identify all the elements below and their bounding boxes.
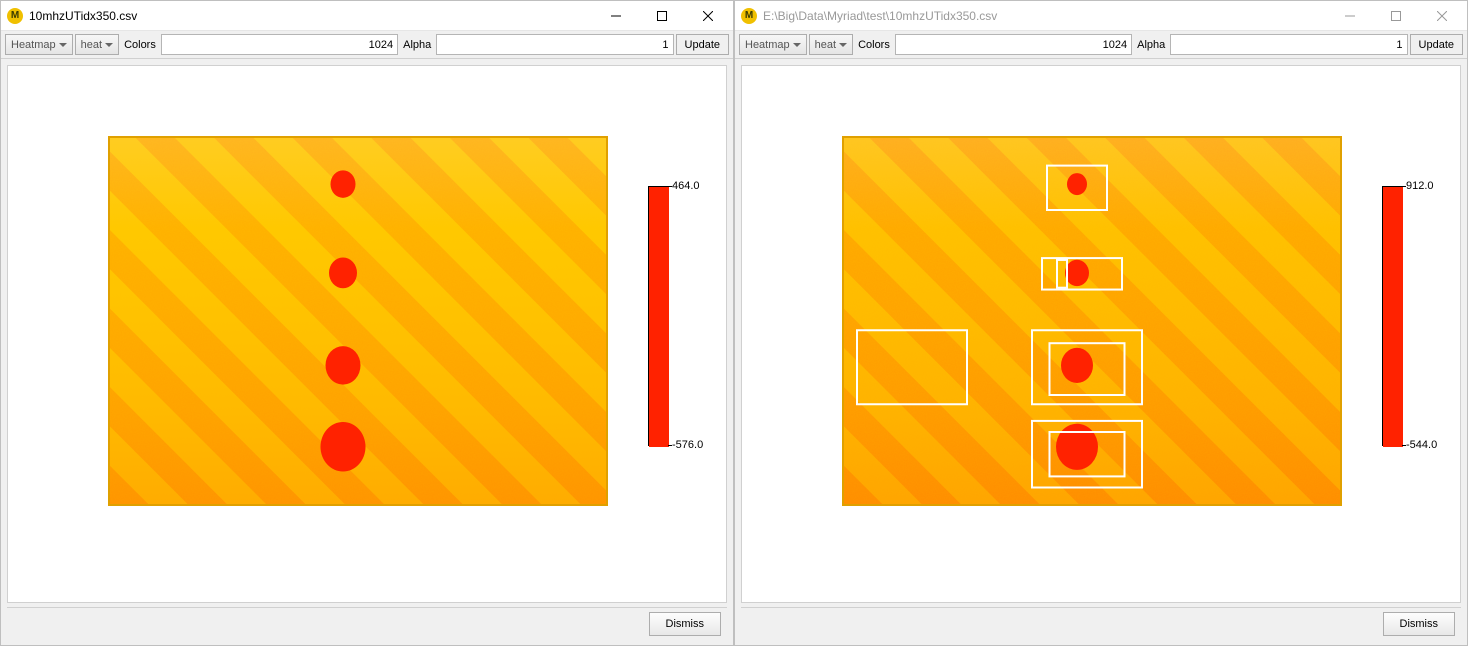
client-area: 912.0 -544.0 Dismiss [735,59,1467,645]
plot-frame: 464.0 -576.0 [7,65,727,603]
app-window: M E:\Big\Data\Myriad\test\10mhzUTidx350.… [734,0,1468,646]
alpha-input[interactable] [436,34,673,55]
update-button[interactable]: Update [1410,34,1463,55]
bottom-bar: Dismiss [741,607,1461,639]
title-bar[interactable]: M E:\Big\Data\Myriad\test\10mhzUTidx350.… [735,1,1467,31]
app-icon: M [741,8,757,24]
plot-frame: 912.0 -544.0 [741,65,1461,603]
palette-select[interactable]: heat [75,34,119,55]
update-button[interactable]: Update [676,34,729,55]
colorbar [648,186,668,446]
close-button[interactable] [685,1,731,31]
palette-select[interactable]: heat [809,34,853,55]
window-title: E:\Big\Data\Myriad\test\10mhzUTidx350.cs… [763,9,1327,23]
colorbar-min-label: -544.0 [1406,439,1437,451]
colorbar-max-label: 464.0 [672,180,700,192]
heatmap[interactable] [842,136,1342,506]
alpha-label: Alpha [400,39,434,51]
maximize-button[interactable] [639,1,685,31]
toolbar: Heatmap heat Colors Alpha Update [735,31,1467,59]
title-bar[interactable]: M 10mhzUTidx350.csv [1,1,733,31]
toolbar: Heatmap heat Colors Alpha Update [1,31,733,59]
colorbar-min-label: -576.0 [672,439,703,451]
maximize-button[interactable] [1373,1,1419,31]
colors-input[interactable] [161,34,398,55]
colorbar [1382,186,1402,446]
app-icon: M [7,8,23,24]
minimize-button[interactable] [1327,1,1373,31]
minimize-button[interactable] [593,1,639,31]
alpha-label: Alpha [1134,39,1168,51]
app-window: M 10mhzUTidx350.csv Heatmap heat Colors … [0,0,734,646]
colors-label: Colors [855,39,893,51]
heatmap[interactable] [108,136,608,506]
colors-label: Colors [121,39,159,51]
chart-type-select[interactable]: Heatmap [739,34,807,55]
dismiss-button[interactable]: Dismiss [649,612,722,636]
chart-type-select[interactable]: Heatmap [5,34,73,55]
dismiss-button[interactable]: Dismiss [1383,612,1456,636]
client-area: 464.0 -576.0 Dismiss [1,59,733,645]
colorbar-max-label: 912.0 [1406,180,1434,192]
alpha-input[interactable] [1170,34,1407,55]
colors-input[interactable] [895,34,1132,55]
close-button[interactable] [1419,1,1465,31]
window-title: 10mhzUTidx350.csv [29,9,593,23]
bottom-bar: Dismiss [7,607,727,639]
